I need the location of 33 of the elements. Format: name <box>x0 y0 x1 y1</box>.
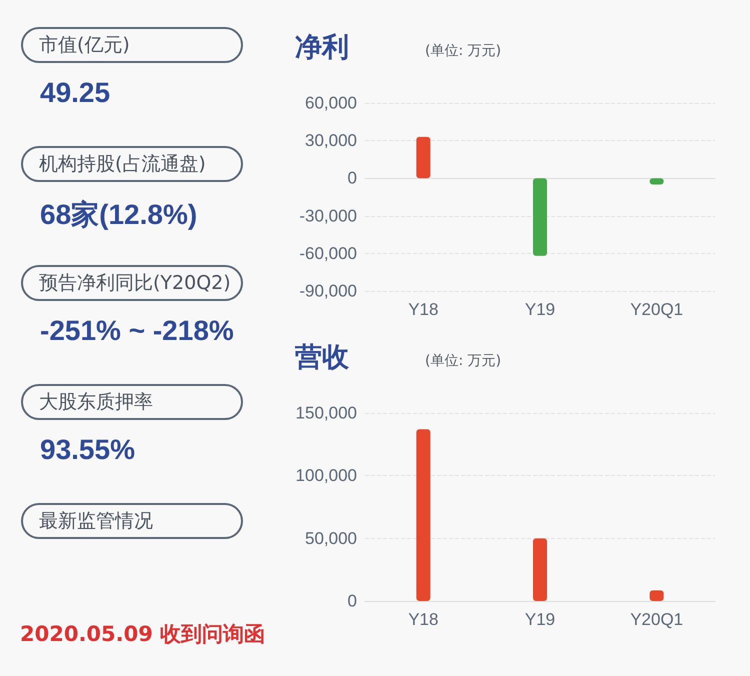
y-tick-label: 50,000 <box>305 528 357 548</box>
chart-title: 营收 <box>294 342 350 373</box>
y-tick-label: -60,000 <box>299 244 357 263</box>
y-tick-label: 0 <box>348 592 357 610</box>
y-tick-label: 100,000 <box>296 466 357 486</box>
y-tick-label: 30,000 <box>305 131 357 150</box>
rounded-label-box: 市值(亿元) <box>21 27 243 63</box>
bar <box>533 538 547 601</box>
y-tick-label: 0 <box>348 168 357 188</box>
y-tick-label: 60,000 <box>305 94 357 112</box>
text: -251% ~ -218% <box>40 315 234 347</box>
x-tick-label: Y18 <box>408 300 438 319</box>
rounded-label-box: 预告净利同比(Y20Q2) <box>21 265 243 301</box>
text: 2020.05.09 收到问询函 <box>20 621 266 648</box>
y-tick-label: -30,000 <box>299 206 357 226</box>
x-tick-label: Y19 <box>524 300 556 319</box>
text: 68家(12.8%) <box>40 198 198 232</box>
rounded-label-box: 最新监管情况 <box>21 503 243 539</box>
x-tick-label: Y20Q1 <box>630 610 684 629</box>
bar <box>650 590 664 601</box>
y-tick-label: 150,000 <box>296 404 357 422</box>
bar <box>416 429 430 601</box>
y-tick-label: -90,000 <box>299 282 357 300</box>
text: 49.25 <box>40 77 110 109</box>
chart-subtitle: (单位: 万元) <box>425 353 502 369</box>
rounded-label-box: 机构持股(占流通盘) <box>21 146 243 182</box>
text: 93.55% <box>40 434 135 466</box>
x-tick-label: Y20Q1 <box>630 300 684 319</box>
chart-subtitle: (单位: 万元) <box>425 43 502 59</box>
rounded-label-box: 大股东质押率 <box>21 384 243 420</box>
x-tick-label: Y18 <box>408 610 438 629</box>
x-tick-label: Y19 <box>524 610 556 629</box>
chart-title: 净利 <box>295 32 349 63</box>
